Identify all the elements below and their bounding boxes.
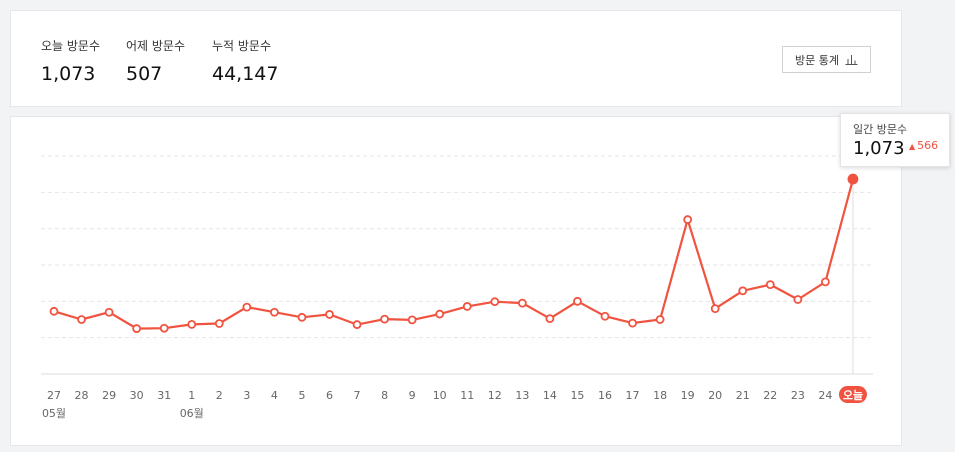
x-tick-label: 12 — [488, 389, 502, 402]
chart-point[interactable] — [573, 296, 582, 306]
chart-series-line — [53, 178, 855, 330]
x-tick-label: 2 — [216, 389, 223, 402]
chart-point[interactable] — [490, 297, 500, 307]
chart-point[interactable] — [435, 309, 445, 319]
x-tick-label: 15 — [570, 389, 584, 402]
x-tick-label: 17 — [626, 389, 640, 402]
daily-visits-chart: 27 28 29 30 31 1 2 3 4 5 6 7 8 9 10 11 12 13 14 15 16 17 18 19 2… — [41, 155, 873, 420]
chart-gridlines — [41, 155, 873, 375]
x-month-label: 05월 — [42, 407, 66, 420]
chart-point[interactable] — [77, 315, 86, 324]
tooltip-change-value: 566 — [917, 139, 939, 152]
x-tick-label: 31 — [157, 389, 171, 402]
x-tick-label: 1 — [188, 389, 195, 402]
chart-point[interactable] — [407, 315, 417, 325]
chart-point[interactable] — [710, 304, 720, 314]
chart-point[interactable] — [325, 310, 334, 319]
yesterday-visits-value: 507 — [126, 63, 163, 85]
chart-x-labels: 27 28 29 30 31 1 2 3 4 5 6 7 8 9 10 11 12 13 14 15 16 17 18 19 2… — [42, 386, 867, 420]
x-tick-label: 7 — [354, 389, 361, 402]
x-tick-label: 22 — [763, 389, 777, 402]
chart-point[interactable] — [793, 295, 803, 304]
x-tick-label: 11 — [460, 389, 474, 402]
total-visits-value: 44,147 — [212, 63, 279, 85]
x-tick-label: 8 — [381, 389, 388, 402]
x-tick-label: 20 — [708, 389, 722, 402]
chart-point[interactable] — [655, 315, 665, 324]
total-visits-stat: 누적 방문수 44,147 — [212, 37, 278, 85]
x-tick-label: 27 — [47, 389, 61, 402]
x-tick-label: 29 — [102, 389, 116, 402]
tooltip-value: 1,073 — [853, 138, 905, 159]
chart-point[interactable] — [132, 324, 142, 333]
x-tick-label: 14 — [543, 389, 557, 402]
today-visits-stat: 오늘 방문수 1,073 — [41, 37, 100, 85]
x-tick-label: 21 — [736, 389, 750, 402]
x-tick-label: 13 — [515, 389, 529, 402]
x-tick-label-today: 오늘 — [843, 389, 863, 402]
x-tick-label: 19 — [681, 389, 695, 402]
tooltip-change: ▲ 566 — [909, 139, 938, 152]
chart-point[interactable] — [297, 312, 307, 322]
x-tick-label: 3 — [243, 389, 250, 402]
chart-point[interactable] — [242, 302, 252, 312]
daily-visits-tooltip: 일간 방문수 1,073 ▲ 566 — [840, 113, 950, 167]
chart-point[interactable] — [214, 319, 224, 328]
chart-point[interactable] — [187, 320, 197, 329]
yesterday-visits-label: 어제 방문수 — [126, 39, 186, 53]
visit-stats-button-label: 방문 통계 — [795, 53, 839, 67]
today-visits-value: 1,073 — [41, 63, 96, 85]
chart-point[interactable] — [517, 298, 527, 308]
x-tick-label: 28 — [75, 389, 89, 402]
chart-point[interactable] — [545, 314, 555, 323]
triangle-up-icon: ▲ — [909, 142, 916, 151]
x-tick-label: 9 — [409, 389, 416, 402]
x-tick-label: 30 — [130, 389, 144, 402]
x-tick-label: 10 — [433, 389, 447, 402]
chart-point[interactable] — [269, 307, 279, 317]
today-visits-label: 오늘 방문수 — [41, 39, 101, 53]
chart-point[interactable] — [600, 311, 610, 321]
chart-point[interactable] — [738, 286, 748, 296]
x-tick-label: 4 — [271, 389, 278, 402]
chart-point[interactable] — [104, 307, 114, 317]
chart-point[interactable] — [462, 302, 472, 311]
bar-chart-icon — [845, 55, 858, 65]
visit-stats-button[interactable]: 방문 통계 — [782, 46, 871, 73]
chart-point[interactable] — [49, 306, 59, 316]
chart-point[interactable] — [380, 314, 390, 324]
today-label-pill — [838, 386, 867, 403]
chart-points — [49, 173, 859, 333]
chart-point[interactable] — [765, 280, 775, 290]
daily-visits-chart-card: 27 28 29 30 31 1 2 3 4 5 6 7 8 9 10 11 12 13 14 15 16 17 18 19 2… — [10, 116, 902, 446]
x-tick-label: 23 — [791, 389, 805, 402]
x-tick-label: 6 — [326, 389, 333, 402]
yesterday-visits-stat: 어제 방문수 507 — [126, 37, 185, 85]
chart-series-polyline — [53, 178, 855, 330]
chart-point[interactable] — [847, 173, 859, 185]
tooltip-label: 일간 방문수 — [853, 123, 908, 136]
chart-point[interactable] — [821, 277, 830, 287]
visitor-summary-card: 오늘 방문수 1,073 어제 방문수 507 누적 방문수 44,147 방문… — [10, 10, 902, 107]
x-tick-label: 16 — [598, 389, 612, 402]
x-tick-label: 24 — [818, 389, 832, 402]
chart-point[interactable] — [683, 215, 693, 224]
x-tick-label: 5 — [298, 389, 305, 402]
chart-point[interactable] — [628, 318, 637, 328]
x-tick-label: 18 — [653, 389, 667, 402]
chart-point[interactable] — [159, 323, 169, 333]
total-visits-label: 누적 방문수 — [212, 39, 272, 53]
chart-point[interactable] — [352, 320, 362, 329]
x-month-label: 06월 — [180, 407, 204, 420]
